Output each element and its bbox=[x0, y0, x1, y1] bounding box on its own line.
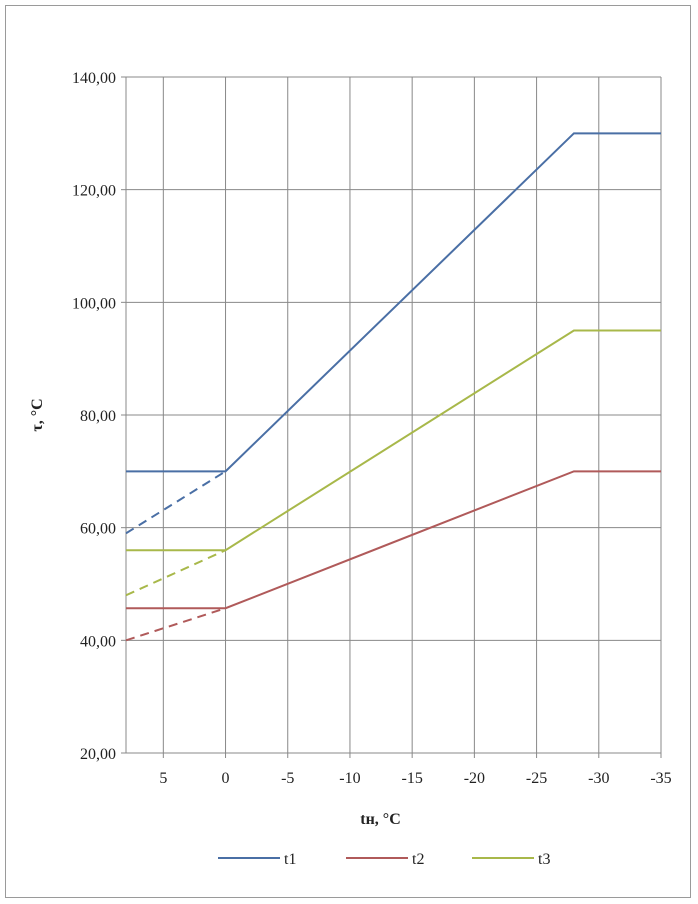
series-t3-dashed-extension bbox=[125, 549, 226, 597]
legend-label-t3: t3 bbox=[538, 851, 550, 868]
y-tick-label: 120,00 bbox=[72, 183, 116, 200]
y-axis-title: τ, °C bbox=[29, 398, 46, 431]
series-t1-dashed-extension bbox=[125, 470, 227, 535]
y-tick-label: 60,00 bbox=[80, 521, 116, 538]
y-tick-label: 100,00 bbox=[72, 295, 116, 312]
series-t2-line bbox=[126, 470, 661, 610]
x-tick-label: 5 bbox=[159, 770, 167, 787]
x-tick-label: 0 bbox=[222, 770, 230, 787]
x-tick-label: -35 bbox=[650, 770, 671, 787]
y-tick-label: 20,00 bbox=[80, 746, 116, 763]
chart-frame bbox=[5, 5, 691, 898]
x-tick-label: -15 bbox=[401, 770, 422, 787]
x-tick-label: -10 bbox=[339, 770, 360, 787]
x-tick-label: -5 bbox=[281, 770, 294, 787]
series-t2-dashed-extension bbox=[125, 607, 226, 642]
legend-label-t1: t1 bbox=[284, 851, 296, 868]
x-tick-label: -25 bbox=[526, 770, 547, 787]
x-tick-label: -20 bbox=[464, 770, 485, 787]
legend-label-t2: t2 bbox=[412, 851, 424, 868]
y-tick-label: 40,00 bbox=[80, 633, 116, 650]
y-tick-label: 140,00 bbox=[72, 70, 116, 87]
y-tick-label: 80,00 bbox=[80, 408, 116, 425]
x-tick-label: -30 bbox=[588, 770, 609, 787]
series-t1-line bbox=[126, 132, 661, 473]
series-t3-line bbox=[126, 329, 661, 552]
x-axis-title: tн, °C bbox=[360, 811, 401, 828]
